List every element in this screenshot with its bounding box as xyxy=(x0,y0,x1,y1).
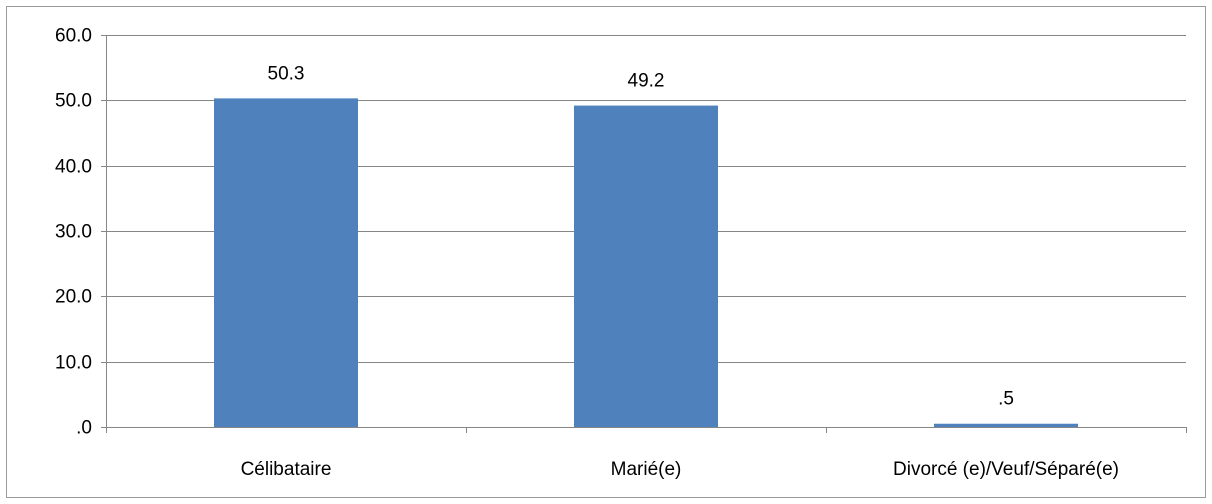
axes xyxy=(101,35,1187,433)
data-label: 49.2 xyxy=(628,71,665,92)
x-tick-label: Divorcé (e)/Veuf/Séparé(e) xyxy=(893,459,1119,480)
y-tick-label: 50.0 xyxy=(55,91,92,112)
y-tick-label: .0 xyxy=(76,418,92,439)
labels: .0 10.0 20.0 30.0 40.0 50.0 60.0 50.3 Célibatair… xyxy=(55,26,1119,481)
bars xyxy=(214,98,1078,427)
bar xyxy=(934,423,1078,427)
y-tick-label: 60.0 xyxy=(55,26,92,47)
y-tick-label: 40.0 xyxy=(55,157,92,178)
x-tick-label: Célibataire xyxy=(241,459,332,480)
x-tick-label: Marié(e) xyxy=(611,459,682,480)
bar xyxy=(574,105,718,427)
bar xyxy=(214,98,358,427)
y-tick-label: 20.0 xyxy=(55,287,92,308)
y-tick-label: 30.0 xyxy=(55,222,92,243)
data-label: .5 xyxy=(998,389,1014,410)
y-tick-label: 10.0 xyxy=(55,353,92,374)
data-label: 50.3 xyxy=(268,63,305,84)
